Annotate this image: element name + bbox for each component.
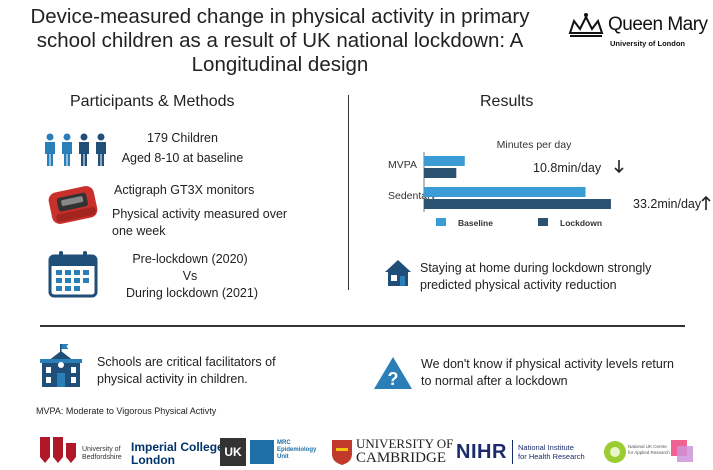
svg-text:?: ? [388, 369, 399, 389]
accelerometer-icon [48, 186, 98, 224]
timing-during: During lockdown (2021) [125, 286, 258, 300]
bedfordshire-line1: University of [82, 446, 121, 453]
nihr-sub-line2: for Health Research [518, 452, 585, 461]
nihr-sub-line1: National Institute [518, 443, 574, 452]
poster-title: Device-measured change in physical activ… [30, 5, 530, 76]
participants-heading: Participants & Methods [70, 93, 235, 110]
timing-vs: Vs [182, 269, 198, 283]
footnote: MVPA: Moderate to Vigorous Physical Acti… [36, 406, 217, 416]
category-label-mvpa: MVPA [388, 159, 417, 171]
column-divider [348, 95, 349, 290]
bedfordshire-line2: Bedfordshire [82, 454, 122, 461]
calendar-icon [48, 251, 98, 298]
schools-text: Schools are critical facilitators of phy… [97, 355, 276, 386]
results-heading: Results [480, 93, 534, 110]
cambridge-crest [332, 440, 352, 465]
mrc-logo-mark [250, 440, 274, 464]
nihr-logo: NIHR [456, 441, 507, 463]
arrow-down-icon [614, 160, 624, 174]
mrc-line2: Epidemiology [277, 447, 317, 453]
section-divider [40, 325, 685, 327]
legend-swatch-lockdown [538, 218, 548, 226]
annotation-sedentary: 33.2min/day [633, 197, 702, 211]
bar-sedentary-baseline [424, 187, 586, 197]
arc-line1: National UK Centre [628, 444, 667, 449]
cambridge-line1: UNIVERSITY OF [356, 436, 454, 451]
mrc-line1: MRC [277, 440, 291, 446]
chart-title: Minutes per day [497, 139, 572, 151]
school-icon [40, 344, 82, 387]
bar-mvpa-lockdown [424, 168, 457, 178]
participants-count: 179 Children [147, 131, 218, 145]
nihr-divider [512, 440, 513, 464]
arrow-up-icon [701, 195, 711, 210]
arc-logo-mark [604, 441, 626, 463]
finding-text: Staying at home during lockdown strongly… [420, 261, 652, 292]
question-warning-icon: ? [374, 357, 412, 389]
arc-line2: for Applied Research [628, 450, 670, 455]
cambridge-line2: CAMBRIDGE [356, 450, 447, 466]
annotation-mvpa: 10.8min/day [533, 161, 602, 175]
imperial-line2: London [131, 453, 175, 467]
crown-logo [568, 13, 604, 37]
bedfordshire-logo [40, 437, 76, 463]
ukri-logo: UK [220, 438, 246, 466]
timing-pre: Pre-lockdown (2020) [132, 252, 248, 266]
bar-sedentary-lockdown [424, 199, 611, 209]
mrc-line3: Unit [277, 454, 289, 460]
device-name: Actigraph GT3X monitors [114, 183, 255, 197]
bar-mvpa-baseline [424, 156, 465, 166]
partner-logo-pink [671, 440, 693, 462]
brand-subtitle: University of London [610, 39, 685, 48]
participants-age: Aged 8-10 at baseline [121, 151, 244, 165]
imperial-line1: Imperial College [131, 440, 224, 454]
legend-label-lockdown: Lockdown [560, 218, 602, 228]
brand-name: Queen Mary [608, 14, 708, 35]
house-icon [385, 260, 411, 286]
device-measure: Physical activity measured over one week [112, 207, 288, 238]
unknown-text: We don't know if physical activity level… [421, 357, 674, 388]
legend-swatch-baseline [436, 218, 446, 226]
children-icon [45, 133, 106, 166]
legend-label-baseline: Baseline [458, 218, 493, 228]
